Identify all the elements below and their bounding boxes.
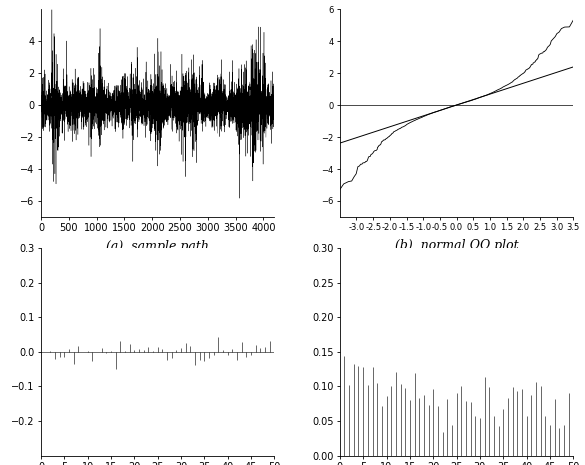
X-axis label: (a)  sample path: (a) sample path — [106, 240, 209, 253]
X-axis label: (b)  normal QQ plot: (b) normal QQ plot — [395, 239, 518, 252]
